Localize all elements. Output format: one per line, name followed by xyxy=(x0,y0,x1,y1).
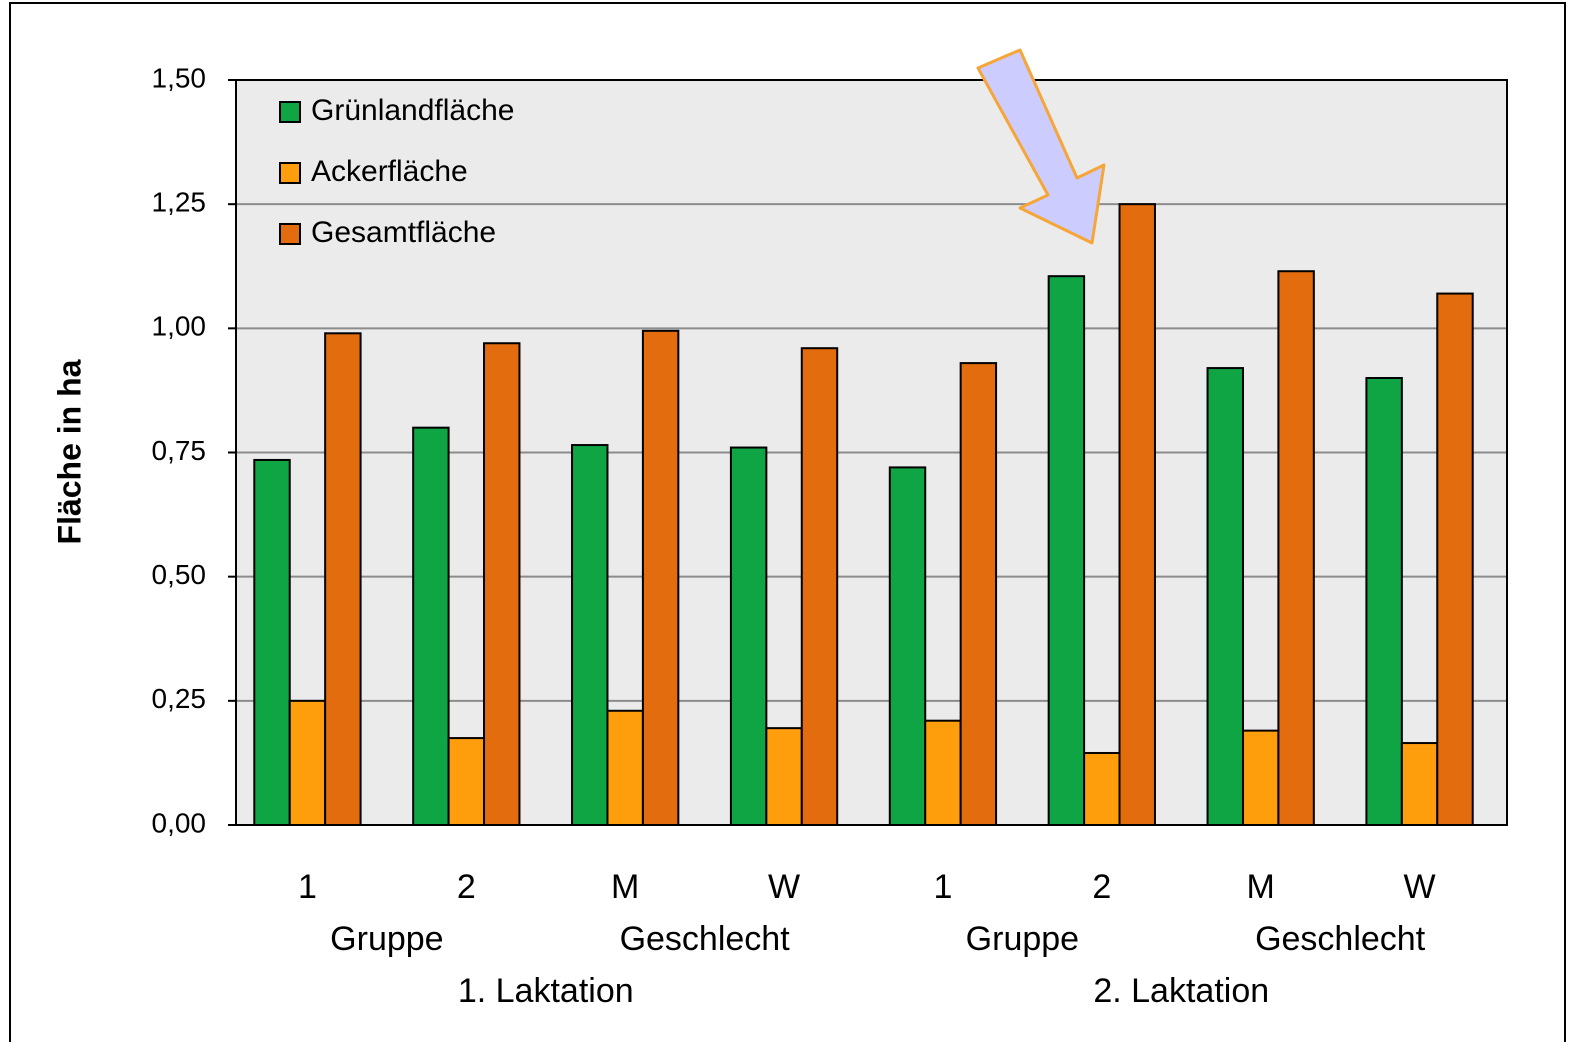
y-tick-label: 0,75 xyxy=(152,435,207,466)
x-group-label: 1. Laktation xyxy=(458,972,634,1010)
bar xyxy=(447,737,486,826)
x-tick-label: 2 xyxy=(457,868,476,906)
bar xyxy=(1365,377,1403,826)
y-tick-label: 0,50 xyxy=(152,559,207,590)
bar xyxy=(288,699,327,826)
bars xyxy=(253,203,1474,827)
bar xyxy=(1083,751,1121,827)
bar xyxy=(324,332,362,826)
bar xyxy=(641,329,680,826)
bar xyxy=(571,444,609,826)
x-group-label: Gruppe xyxy=(966,920,1079,958)
y-tick-label: 0,25 xyxy=(152,683,207,714)
x-group-label: Geschlecht xyxy=(620,920,791,958)
x-group-label: Gruppe xyxy=(330,920,443,958)
legend-label: Grünlandfläche xyxy=(311,94,514,127)
x-tick-label: M xyxy=(611,868,639,906)
x-tick-label: 1 xyxy=(298,868,317,906)
bar xyxy=(253,458,291,826)
legend-swatch xyxy=(279,223,301,245)
legend-swatch xyxy=(279,101,301,123)
legend-swatch xyxy=(279,162,301,184)
bar xyxy=(412,426,450,826)
bar xyxy=(800,347,839,826)
bar xyxy=(1118,203,1156,826)
y-tick-label: 1,50 xyxy=(152,62,207,93)
bar xyxy=(959,362,998,826)
bar xyxy=(1241,729,1280,827)
x-tick-label: W xyxy=(1404,868,1436,906)
bar xyxy=(765,727,803,827)
bar xyxy=(1047,275,1086,826)
y-axis-title: Fläche in ha xyxy=(51,359,87,544)
arrow xyxy=(976,48,1106,245)
bar xyxy=(606,709,644,826)
x-group-label: 2. Laktation xyxy=(1093,972,1269,1010)
y-tick-label: 0,00 xyxy=(152,807,207,838)
x-tick-label: 2 xyxy=(1092,868,1111,906)
x-group-label: Geschlecht xyxy=(1255,920,1426,958)
bar xyxy=(888,466,927,826)
bar xyxy=(1206,367,1244,826)
legend-label: Gesamtfläche xyxy=(311,216,496,249)
x-tick-label: M xyxy=(1247,868,1275,906)
x-tick-label: W xyxy=(768,868,800,906)
bar xyxy=(1277,270,1315,826)
legend-label: Ackerfläche xyxy=(311,155,468,188)
bar xyxy=(729,446,768,826)
bar xyxy=(1436,292,1474,827)
x-tick-label: 1 xyxy=(933,868,952,906)
bar xyxy=(1400,742,1439,826)
y-tick-label: 1,25 xyxy=(152,187,207,218)
y-tick-label: 1,00 xyxy=(152,311,207,342)
bar xyxy=(483,342,521,826)
bar xyxy=(924,719,962,827)
